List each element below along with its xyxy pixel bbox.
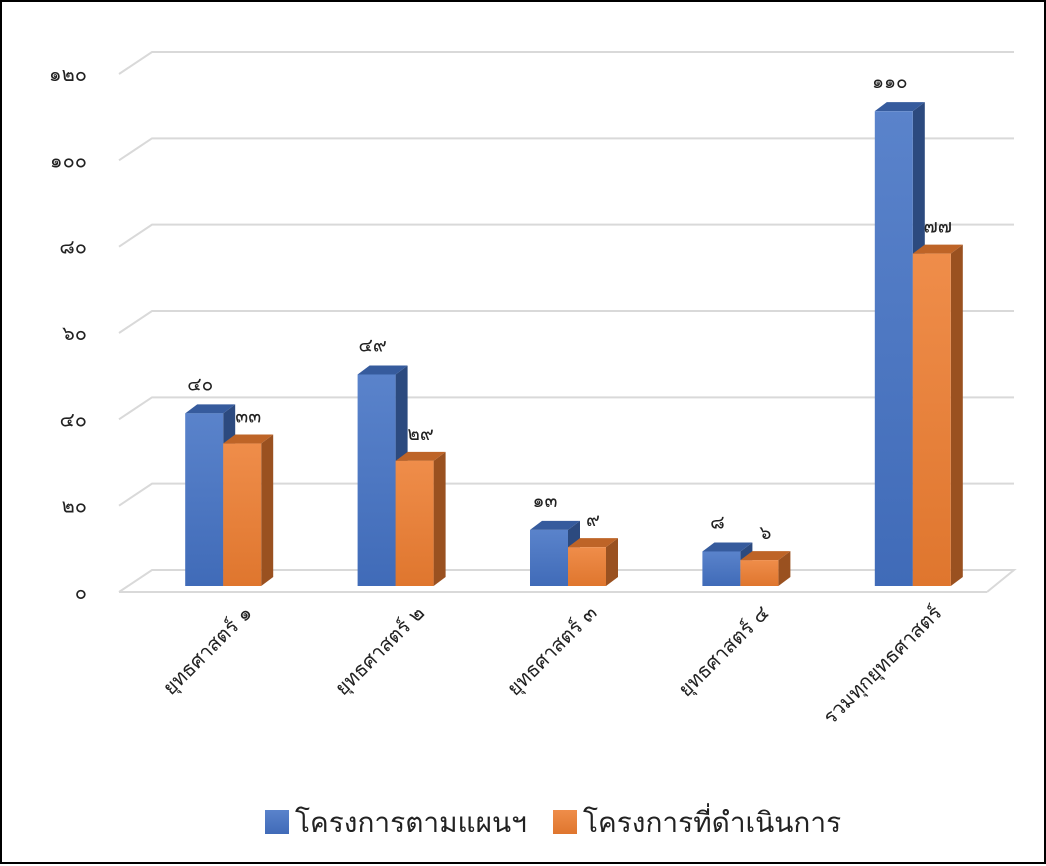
legend-swatch xyxy=(553,810,577,834)
legend-swatch xyxy=(265,810,289,834)
bar-side xyxy=(433,451,446,586)
data-label: ๑๓ xyxy=(532,490,557,512)
x-axis: ยุทธศาสตร์ ๑ ยุทธศาสตร์ ๒ ยุทธศาสตร์ ๓ ยุทธ… xyxy=(158,600,948,729)
data-label: ๑๑๐ xyxy=(872,71,908,93)
y-tick-label: ๒๐ xyxy=(62,494,87,518)
data-label: ๒๙ xyxy=(407,423,433,445)
gridline xyxy=(118,51,1014,75)
bar-front xyxy=(874,111,913,587)
bar-top xyxy=(395,451,446,461)
bar-top xyxy=(357,365,408,375)
y-tick-label: ๐ xyxy=(75,580,87,604)
bar-top xyxy=(740,551,791,561)
data-label: ๗๗ xyxy=(924,216,953,238)
gridline xyxy=(118,482,1014,507)
bar-top xyxy=(185,404,236,414)
y-axis: ๐ ๒๐ ๔๐ ๖๐ ๘๐ ๑๐๐ ๑๒๐ xyxy=(49,62,87,604)
bar-front xyxy=(702,551,741,586)
data-label: ๖ xyxy=(759,522,771,544)
data-label: ๓๓ xyxy=(235,406,261,428)
data-label: ๔๐ xyxy=(187,373,213,395)
bar-side xyxy=(606,538,618,586)
x-tick-label: ยุทธศาสตร์ ๔ xyxy=(673,601,774,702)
y-tick-label: ๑๒๐ xyxy=(49,62,87,86)
legend-label: โครงการที่ดำเนินการ xyxy=(583,803,841,839)
bar-top xyxy=(223,434,274,444)
y-tick-label: ๖๐ xyxy=(62,321,87,345)
gridline xyxy=(118,396,1014,421)
y-tick-label: ๑๐๐ xyxy=(50,148,87,172)
bar-side xyxy=(950,244,963,586)
data-label: ๘ xyxy=(710,511,725,533)
bar-front xyxy=(912,253,951,586)
bar-front xyxy=(223,443,262,586)
bar-front xyxy=(357,374,396,586)
bar-side xyxy=(778,551,791,586)
bar xyxy=(223,434,274,586)
x-tick-label: ยุทธศาสตร์ ๓ xyxy=(502,601,602,701)
bar-front xyxy=(530,529,568,586)
data-label: ๔๙ xyxy=(358,334,386,356)
gridlines xyxy=(118,51,1017,593)
bar-top xyxy=(568,538,618,548)
bar-side xyxy=(261,434,274,586)
legend-item: โครงการตามแผนฯ xyxy=(265,806,527,839)
data-label: ๙ xyxy=(586,509,600,531)
legend-label: โครงการตามแผนฯ xyxy=(295,806,527,839)
gridline xyxy=(118,223,1014,248)
bar xyxy=(740,551,791,586)
y-tick-label: ๔๐ xyxy=(60,407,87,431)
bar xyxy=(912,244,963,586)
bar xyxy=(568,538,618,586)
x-tick-label: ยุทธศาสตร์ ๒ xyxy=(330,601,430,701)
y-tick-label: ๘๐ xyxy=(59,235,87,259)
bar-top xyxy=(530,520,580,530)
bar-front xyxy=(568,547,606,586)
x-tick-label: ยุทธศาสตร์ ๑ xyxy=(158,601,258,701)
bar-top xyxy=(874,102,925,112)
gridline xyxy=(118,137,1014,162)
bar-top xyxy=(702,542,753,552)
bar xyxy=(395,451,446,586)
x-tick-label: รวมทุกยุทธศาสตร์ xyxy=(818,600,947,729)
bars xyxy=(185,102,963,587)
bar-front xyxy=(395,460,434,586)
gridline xyxy=(118,310,1014,334)
legend: โครงการตามแผนฯ โครงการที่ดำเนินการ xyxy=(265,803,841,839)
legend-item: โครงการที่ดำเนินการ xyxy=(553,803,841,839)
bar-top xyxy=(912,244,963,254)
bar-front xyxy=(740,560,779,586)
bar-front xyxy=(185,413,224,586)
data-labels: ๔๐๓๓ ๔๙๒๙๑๓๙ ๘๖ ๑๑๐๗๗ xyxy=(187,71,952,544)
